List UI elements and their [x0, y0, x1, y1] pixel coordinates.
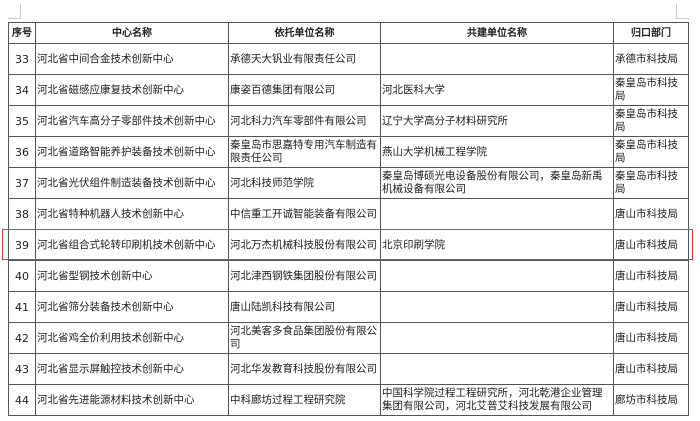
table-row: 42 河北省鸡全价利用技术创新中心 河北美客多食品集团股份有限公司 唐山市科技局 — [8, 322, 689, 354]
host-unit-cell: 河北津西钢铁集团股份有限公司 — [228, 260, 381, 292]
host-unit-cell: 承德天大钒业有限责任公司 — [228, 43, 381, 75]
header-co-build-unit: 共建单位名称 — [380, 22, 614, 44]
department-cell: 唐山市科技局 — [613, 229, 689, 261]
center-name-cell: 河北省磁感应康复技术创新中心 — [35, 74, 229, 106]
host-unit-cell: 河北美客多食品集团股份有限公司 — [228, 322, 381, 354]
host-unit-cell: 河北科力汽车零部件有限公司 — [228, 105, 381, 137]
table-row: 35 河北省汽车高分子零部件技术创新中心 河北科力汽车零部件有限公司 辽宁大学高分子材… — [8, 105, 689, 137]
host-unit-cell: 中科廊坊过程工程研究院 — [228, 384, 381, 416]
header-host-unit: 依托单位名称 — [228, 22, 381, 44]
department-cell: 唐山市科技局 — [613, 260, 689, 292]
department-cell: 秦皇岛市科技局 — [613, 105, 689, 137]
innovation-center-table: 序号 中心名称 依托单位名称 共建单位名称 归口部门 33 河北省中间合金技术创新中心 承德… — [8, 22, 689, 416]
co-build-unit-cell — [380, 198, 614, 230]
host-unit-cell: 唐山陆凯科技有限公司 — [228, 291, 381, 323]
department-cell: 承德市科技局 — [613, 43, 689, 75]
host-unit-cell: 康姿百德集团有限公司 — [228, 74, 381, 106]
seq-cell: 35 — [8, 105, 36, 137]
co-build-unit-cell — [380, 353, 614, 385]
seq-cell: 40 — [8, 260, 36, 292]
seq-cell: 43 — [8, 353, 36, 385]
table-row: 44 河北省先进能源材料技术创新中心 中科廊坊过程工程研究院 中国科学院过程工程研究所… — [8, 384, 689, 416]
host-unit-cell: 河北万杰机械科技股份有限公司 — [228, 229, 381, 261]
co-build-unit-cell: 北京印刷学院 — [380, 229, 614, 261]
table-header-row: 序号 中心名称 依托单位名称 共建单位名称 归口部门 — [8, 22, 689, 44]
center-name-cell: 河北省筛分装备技术创新中心 — [35, 291, 229, 323]
host-unit-cell: 河北华发教育科技股份有限公司 — [228, 353, 381, 385]
seq-cell: 33 — [8, 43, 36, 75]
center-name-cell: 河北省组合式轮转印刷机技术创新中心 — [35, 229, 229, 261]
department-cell: 唐山市科技局 — [613, 291, 689, 323]
seq-cell: 36 — [8, 136, 36, 168]
co-build-unit-cell — [380, 260, 614, 292]
co-build-unit-cell — [380, 322, 614, 354]
seq-cell: 37 — [8, 167, 36, 199]
co-build-unit-cell: 辽宁大学高分子材料研究所 — [380, 105, 614, 137]
department-cell: 秦皇岛市科技局 — [613, 167, 689, 199]
seq-cell: 38 — [8, 198, 36, 230]
co-build-unit-cell — [380, 43, 614, 75]
table-row: 38 河北省特种机器人技术创新中心 中信重工开诚智能装备有限公司 唐山市科技局 — [8, 198, 689, 230]
table-row: 40 河北省型钢技术创新中心 河北津西钢铁集团股份有限公司 唐山市科技局 — [8, 260, 689, 292]
co-build-unit-cell: 河北医科大学 — [380, 74, 614, 106]
header-department: 归口部门 — [613, 22, 689, 44]
seq-cell: 42 — [8, 322, 36, 354]
table-row: 34 河北省磁感应康复技术创新中心 康姿百德集团有限公司 河北医科大学 秦皇岛市科技局 — [8, 74, 689, 106]
seq-cell: 39 — [8, 229, 36, 261]
table-row: 33 河北省中间合金技术创新中心 承德天大钒业有限责任公司 承德市科技局 — [8, 43, 689, 75]
table-row: 43 河北省显示屏触控技术创新中心 河北华发教育科技股份有限公司 唐山市科技局 — [8, 353, 689, 385]
center-name-cell: 河北省鸡全价利用技术创新中心 — [35, 322, 229, 354]
co-build-unit-cell: 秦皇岛博硕光电设备股份有限公司，秦皇岛新禹机械设备有限公司 — [380, 167, 614, 199]
header-center-name: 中心名称 — [35, 22, 229, 44]
host-unit-cell: 秦皇岛市思嘉特专用汽车制造有限责任公司 — [228, 136, 381, 168]
center-name-cell: 河北省型钢技术创新中心 — [35, 260, 229, 292]
table-row: 39 河北省组合式轮转印刷机技术创新中心 河北万杰机械科技股份有限公司 北京印刷学院唐… — [8, 229, 689, 261]
center-name-cell: 河北省中间合金技术创新中心 — [35, 43, 229, 75]
center-name-cell: 河北省光伏组件制造装备技术创新中心 — [35, 167, 229, 199]
center-name-cell: 河北省汽车高分子零部件技术创新中心 — [35, 105, 229, 137]
center-name-cell: 河北省特种机器人技术创新中心 — [35, 198, 229, 230]
host-unit-cell: 中信重工开诚智能装备有限公司 — [228, 198, 381, 230]
department-cell: 唐山市科技局 — [613, 322, 689, 354]
co-build-unit-cell: 燕山大学机械工程学院 — [380, 136, 614, 168]
seq-cell: 44 — [8, 384, 36, 416]
department-cell: 秦皇岛市科技局 — [613, 136, 689, 168]
center-name-cell: 河北省道路智能养护装备技术创新中心 — [35, 136, 229, 168]
department-cell: 秦皇岛市科技局 — [613, 74, 689, 106]
header-seq: 序号 — [8, 22, 36, 44]
seq-cell: 34 — [8, 74, 36, 106]
table-row: 36 河北省道路智能养护装备技术创新中心 秦皇岛市思嘉特专用汽车制造有限责任公司 燕山… — [8, 136, 689, 168]
co-build-unit-cell: 中国科学院过程工程研究所，河北乾港企业管理集团有限公司，河北艾普艾科技发展有限公… — [380, 384, 614, 416]
co-build-unit-cell — [380, 291, 614, 323]
department-cell: 廊坊市科技局 — [613, 384, 689, 416]
table-row: 41 河北省筛分装备技术创新中心 唐山陆凯科技有限公司 唐山市科技局 — [8, 291, 689, 323]
host-unit-cell: 河北科技师范学院 — [228, 167, 381, 199]
page-corner-mark — [676, 4, 689, 19]
table-row: 37 河北省光伏组件制造装备技术创新中心 河北科技师范学院 秦皇岛博硕光电设备股份有限… — [8, 167, 689, 199]
seq-cell: 41 — [8, 291, 36, 323]
department-cell: 唐山市科技局 — [613, 198, 689, 230]
center-name-cell: 河北省显示屏触控技术创新中心 — [35, 353, 229, 385]
page-corner-mark — [8, 4, 21, 19]
department-cell: 唐山市科技局 — [613, 353, 689, 385]
center-name-cell: 河北省先进能源材料技术创新中心 — [35, 384, 229, 416]
